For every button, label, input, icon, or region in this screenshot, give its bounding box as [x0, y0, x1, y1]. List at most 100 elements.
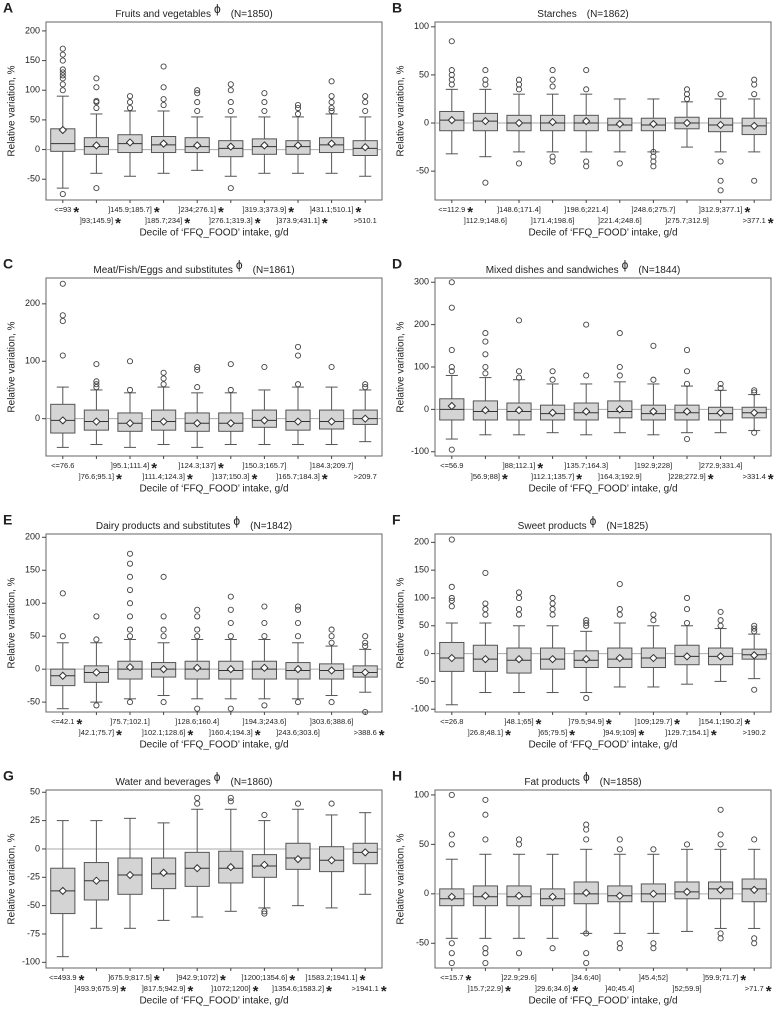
- sample-size: (N=1844): [638, 265, 680, 276]
- outlier: [650, 617, 657, 624]
- box: [83, 862, 109, 901]
- y-tick-label: 100: [414, 361, 429, 371]
- title-text: Mixed dishes and sandwiches: [486, 265, 619, 276]
- outlier: [717, 385, 724, 392]
- y-tick-label: 200: [414, 319, 429, 329]
- outlier: [294, 104, 302, 112]
- outlier: [261, 90, 268, 97]
- mean-marker: [260, 663, 269, 673]
- significance-star: *: [253, 983, 259, 1000]
- outlier: [549, 600, 556, 607]
- sample-size: (N=1825): [606, 521, 648, 532]
- outlier: [328, 93, 335, 100]
- x-axis-label: Decile of ‘FFQ_FOOD’ intake, g/d: [139, 740, 288, 751]
- x-tick-label: ]150.3;165.7]: [243, 461, 287, 470]
- plot-frame: [434, 21, 772, 201]
- phi-symbol: ϕ: [214, 2, 221, 16]
- x-axis-label: Decile of ‘FFQ_FOOD’ intake, g/d: [528, 484, 677, 495]
- outlier: [583, 836, 590, 843]
- outlier: [683, 619, 691, 627]
- x-axis-label: Decile of ‘FFQ_FOOD’ intake, g/d: [528, 740, 677, 751]
- phi-symbol: ϕ: [214, 770, 221, 784]
- outlier: [482, 67, 489, 74]
- x-tick-label: ]164.3;192.9]: [598, 472, 642, 481]
- x-tick-label: ]59.9;71.7]: [703, 973, 738, 982]
- outlier: [160, 63, 167, 70]
- x-tick-label: >388.6: [354, 728, 377, 737]
- mean-marker: [649, 653, 658, 663]
- significance-star: *: [379, 727, 385, 744]
- outlier: [294, 102, 302, 109]
- y-tick-label: 25: [30, 815, 40, 825]
- significance-star: *: [289, 972, 295, 989]
- outlier: [194, 633, 201, 640]
- outlier: [93, 75, 100, 82]
- x-tick-label: ]124.3;137]: [178, 461, 216, 470]
- outlier: [616, 945, 623, 952]
- outlier: [362, 99, 369, 106]
- panel-letter: H: [392, 768, 402, 784]
- panel-title: Dairy products and substitutes ϕ (N=1842): [96, 514, 292, 531]
- outlier: [261, 910, 268, 917]
- outlier: [294, 619, 302, 627]
- significance-star: *: [674, 716, 680, 733]
- outlier: [59, 75, 66, 82]
- sample-size: (N=1862): [587, 9, 629, 20]
- x-tick-label: ]243.6;303.6]: [276, 728, 320, 737]
- panel: C Meat/Fish/Eggs and substitutes ϕ (N=1861)…: [3, 256, 383, 495]
- significance-star: *: [187, 983, 193, 1000]
- outlier: [717, 622, 724, 629]
- outlier: [294, 352, 302, 359]
- outlier: [583, 321, 590, 328]
- outlier: [160, 84, 167, 91]
- outlier: [59, 352, 66, 359]
- phi-symbol: ϕ: [590, 514, 597, 528]
- x-tick-label: ]48.1;65]: [504, 717, 533, 726]
- outlier: [717, 158, 724, 165]
- mean-marker: [649, 407, 658, 416]
- outlier: [448, 446, 455, 453]
- panel-title: Fruits and vegetables ϕ (N=1850): [115, 2, 272, 19]
- y-tick-label: 0: [35, 144, 40, 154]
- outlier: [59, 191, 66, 198]
- outlier: [583, 960, 590, 967]
- y-axis-label: Relative variation, %: [396, 321, 407, 412]
- x-tick-label: ]42.1;75.7]: [79, 728, 114, 737]
- outlier: [482, 960, 489, 967]
- mean-marker: [481, 654, 490, 664]
- significance-star: *: [218, 460, 224, 477]
- x-tick-label: ]276.1;319.3]: [209, 216, 253, 225]
- significance-star: *: [744, 204, 750, 221]
- outlier: [93, 702, 100, 709]
- outlier: [448, 38, 455, 45]
- title-text: Fruits and vegetables: [115, 9, 211, 20]
- outlier: [448, 368, 455, 375]
- outlier: [160, 102, 167, 109]
- panel-title: Sweet products ϕ (N=1825): [518, 514, 649, 531]
- significance-star: *: [184, 215, 190, 232]
- x-tick-label: >190.2: [743, 728, 766, 737]
- significance-star: *: [768, 215, 774, 232]
- mean-marker: [481, 891, 490, 901]
- outlier: [93, 636, 100, 643]
- outlier: [717, 841, 724, 848]
- outlier: [515, 317, 523, 324]
- outlier: [751, 836, 758, 843]
- outlier: [362, 643, 369, 650]
- y-axis-label: Relative variation, %: [7, 321, 18, 412]
- significance-star: *: [740, 972, 746, 989]
- outlier: [59, 57, 66, 64]
- mean-marker: [649, 889, 658, 899]
- outlier: [448, 841, 455, 848]
- panel-letter: F: [392, 512, 401, 528]
- x-tick-label: <=112.9: [438, 205, 465, 214]
- x-tick-label: ]817.5;942.9]: [142, 984, 186, 993]
- x-axis-label: Decile of ‘FFQ_FOOD’ intake, g/d: [139, 484, 288, 495]
- significance-star: *: [115, 215, 121, 232]
- outlier: [194, 384, 201, 391]
- outlier: [194, 705, 201, 712]
- outlier: [328, 626, 335, 633]
- outlier: [549, 594, 556, 602]
- outlier: [294, 343, 302, 350]
